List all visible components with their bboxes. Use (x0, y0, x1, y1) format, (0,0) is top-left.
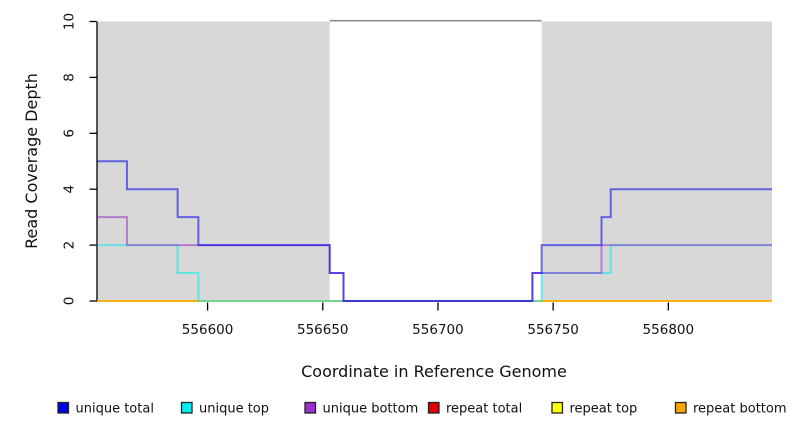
highlight-region-1 (541, 21, 772, 301)
legend-swatch-unique-total (57, 401, 70, 414)
legend-item-unique-bottom: unique bottom (304, 401, 419, 417)
legend-item-repeat-total: repeat total (427, 401, 522, 417)
y-axis-ticks: 0 2 4 6 8 10 (61, 13, 97, 306)
legend-item-repeat-top: repeat top (551, 401, 638, 417)
y-tick-label-8: 8 (61, 73, 77, 82)
legend-label-unique-bottom: unique bottom (323, 402, 419, 417)
x-axis-ticks: 556600 556650 556700 556750 556800 (182, 302, 695, 338)
x-tick-label-556750: 556750 (527, 322, 579, 338)
highlight-region-0 (97, 21, 330, 301)
y-tick-label-10: 10 (61, 13, 77, 30)
legend-label-unique-total: unique total (76, 402, 154, 417)
x-tick-label-556600: 556600 (182, 322, 234, 338)
legend: unique total unique top unique bottom repea… (57, 401, 787, 417)
legend-swatch-repeat-bottom (674, 401, 687, 414)
y-tick-label-0: 0 (61, 297, 77, 306)
legend-item-repeat-bottom: repeat bottom (674, 401, 787, 417)
legend-swatch-repeat-top (551, 401, 564, 414)
legend-label-repeat-bottom: repeat bottom (693, 402, 787, 417)
y-tick-label-4: 4 (61, 185, 77, 194)
y-tick-label-2: 2 (61, 241, 77, 250)
x-axis-title: Coordinate in Reference Genome (301, 362, 567, 381)
legend-label-repeat-total: repeat total (446, 402, 522, 417)
y-axis-title: Read Coverage Depth (22, 73, 41, 249)
x-tick-label-556650: 556650 (297, 322, 349, 338)
legend-item-unique-total: unique total (57, 401, 154, 417)
series-lines (97, 160, 772, 302)
legend-swatch-repeat-total (427, 401, 440, 414)
legend-swatch-unique-top (180, 401, 193, 414)
legend-item-unique-top: unique top (180, 401, 269, 417)
x-tick-label-556700: 556700 (412, 322, 464, 338)
legend-label-unique-top: unique top (199, 402, 269, 417)
highlight-regions (97, 21, 772, 301)
y-tick-label-6: 6 (61, 129, 77, 138)
legend-swatch-unique-bottom (304, 401, 317, 414)
series-line-unique-total (97, 160, 772, 302)
legend-label-repeat-top: repeat top (570, 402, 638, 417)
x-tick-label-556800: 556800 (643, 322, 695, 338)
